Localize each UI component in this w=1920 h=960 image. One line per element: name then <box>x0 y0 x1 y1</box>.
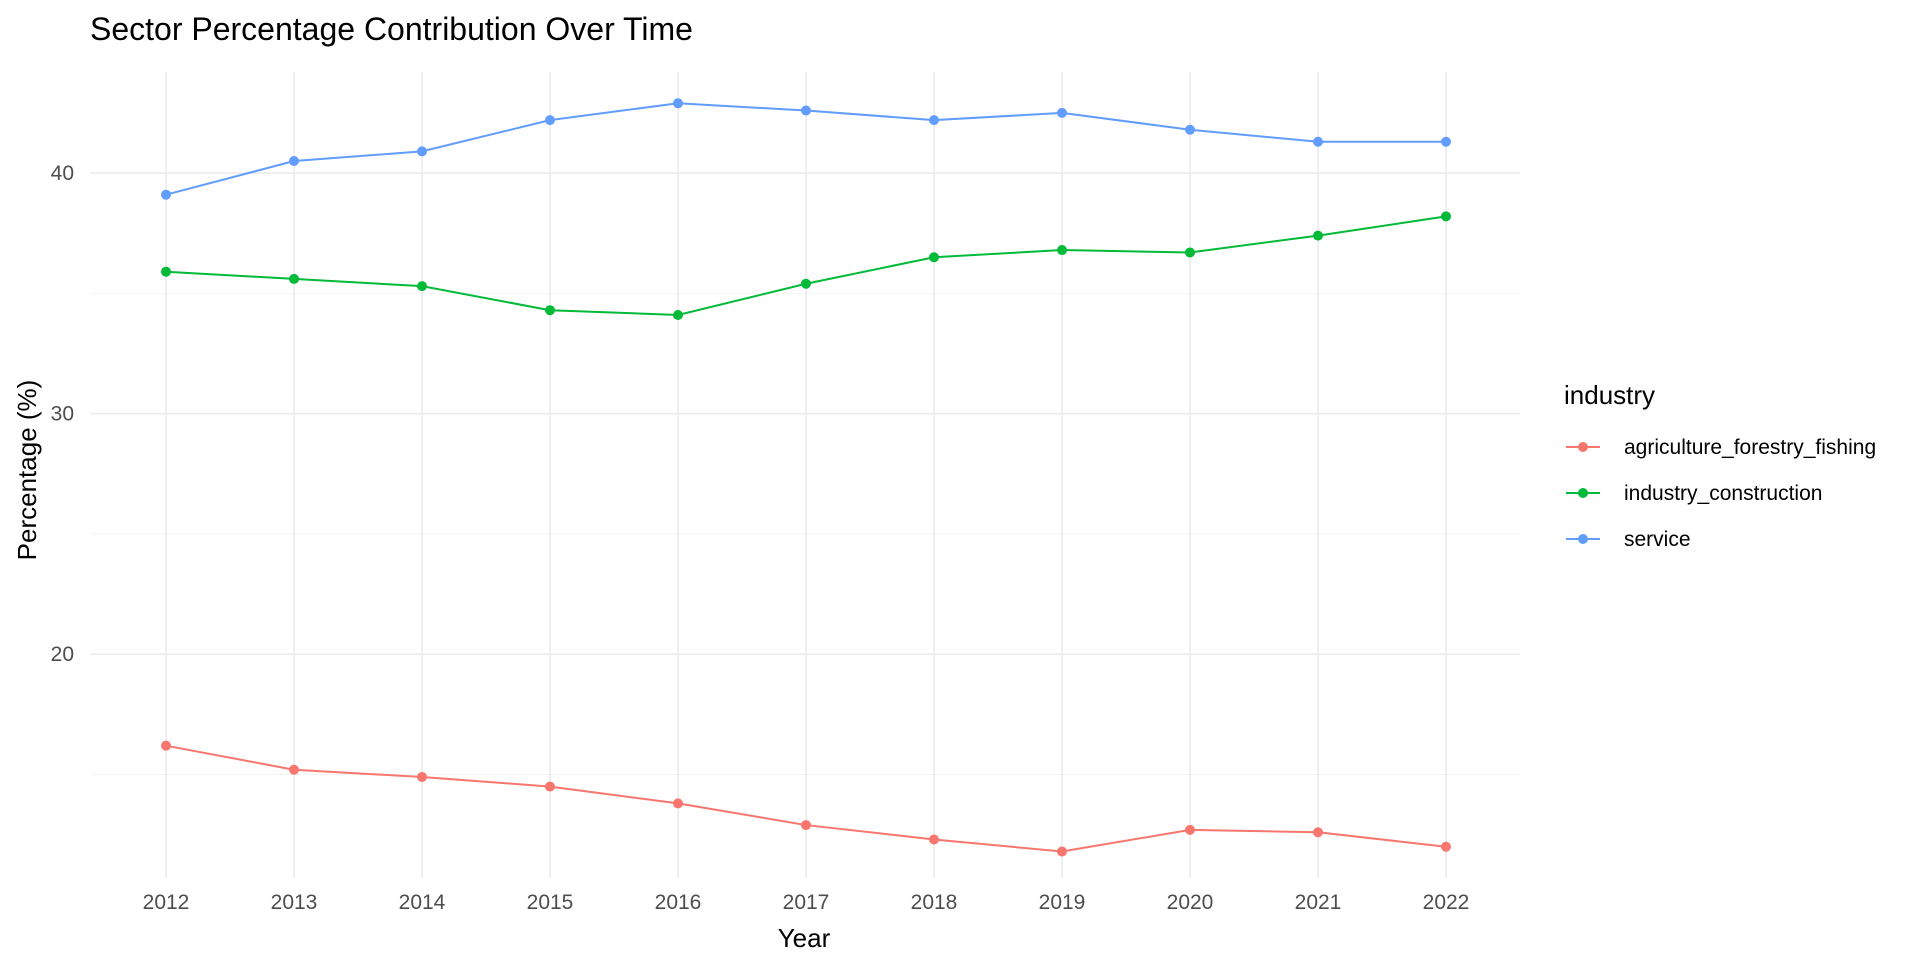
series-service <box>161 98 1451 200</box>
x-tick-label: 2016 <box>655 891 702 914</box>
data-point <box>673 798 683 809</box>
x-tick-label: 2020 <box>1167 891 1214 914</box>
legend-key-point <box>1578 488 1588 498</box>
legend-item: agriculture_forestry_fishing <box>1566 436 1876 459</box>
data-point <box>801 820 811 831</box>
data-point <box>1057 846 1067 857</box>
x-tick-label: 2012 <box>143 891 190 914</box>
data-point <box>417 281 427 292</box>
x-tick-label: 2019 <box>1039 891 1086 914</box>
y-tick-label: 20 <box>51 643 74 666</box>
data-point <box>1185 124 1195 135</box>
data-point <box>1057 107 1067 118</box>
legend-label: service <box>1624 528 1691 551</box>
data-point <box>1441 211 1451 222</box>
x-axis-title: Year <box>778 923 831 953</box>
data-point <box>1313 827 1323 838</box>
x-tick-label: 2015 <box>527 891 574 914</box>
data-point <box>417 146 427 157</box>
legend-item: industry_construction <box>1566 482 1822 505</box>
series-group <box>161 98 1451 857</box>
x-tick-label: 2018 <box>911 891 958 914</box>
series-industry_construction <box>161 211 1451 321</box>
x-tick-label: 2013 <box>271 891 318 914</box>
legend: industry agriculture_forestry_fishingind… <box>1564 380 1876 551</box>
data-point <box>801 105 811 116</box>
data-point <box>161 266 171 277</box>
x-tick-label: 2017 <box>783 891 830 914</box>
data-point <box>929 115 939 126</box>
data-point <box>289 764 299 775</box>
data-point <box>289 273 299 284</box>
grid <box>90 72 1520 878</box>
x-tick-label: 2022 <box>1423 891 1470 914</box>
legend-title: industry <box>1564 380 1655 410</box>
chart-title: Sector Percentage Contribution Over Time <box>90 11 693 47</box>
data-point <box>1313 230 1323 241</box>
legend-item: service <box>1566 528 1691 551</box>
data-point <box>1185 824 1195 835</box>
tick-labels: 20 30 40 2012 2013 2014 2015 2016 2017 2018 2019 20… <box>51 162 1470 914</box>
data-point <box>673 310 683 321</box>
data-point <box>161 740 171 751</box>
data-point <box>1185 247 1195 258</box>
data-point <box>417 771 427 782</box>
data-point <box>289 156 299 167</box>
data-point <box>929 252 939 263</box>
data-point <box>1313 136 1323 147</box>
y-axis-title: Percentage (%) <box>12 380 42 561</box>
series-agriculture_forestry_fishing <box>161 740 1451 857</box>
legend-label: agriculture_forestry_fishing <box>1624 436 1876 459</box>
data-point <box>545 781 555 792</box>
legend-label: industry_construction <box>1624 482 1822 505</box>
x-tick-label: 2014 <box>399 891 446 914</box>
data-point <box>1057 245 1067 256</box>
data-point <box>1441 841 1451 852</box>
data-point <box>673 98 683 109</box>
x-tick-label: 2021 <box>1295 891 1342 914</box>
legend-key-point <box>1578 442 1588 452</box>
data-point <box>545 115 555 126</box>
data-point <box>545 305 555 316</box>
y-tick-label: 30 <box>51 403 74 426</box>
legend-key-point <box>1578 534 1588 544</box>
data-point <box>929 834 939 845</box>
y-tick-label: 40 <box>51 162 74 185</box>
data-point <box>801 278 811 289</box>
data-point <box>1441 136 1451 147</box>
data-point <box>161 189 171 200</box>
